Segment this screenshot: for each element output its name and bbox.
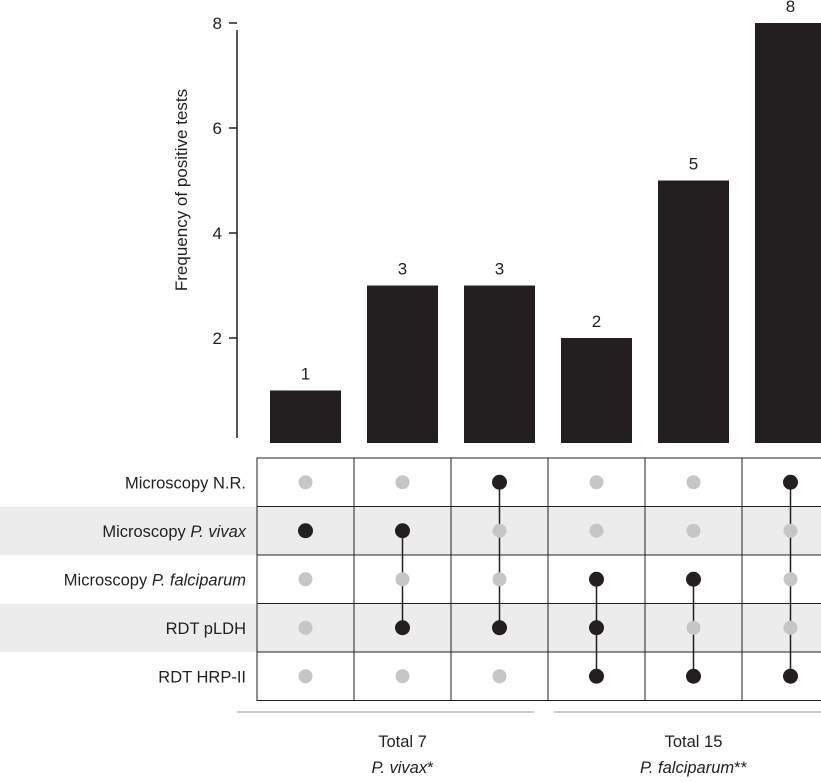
bar-value-label: 3: [398, 260, 407, 279]
membership-dot-inactive: [783, 620, 798, 635]
group-significance-mark: **: [734, 759, 747, 777]
set-label-part: RDT HRP-II: [158, 668, 246, 686]
bar: [464, 285, 535, 443]
bar-value-label: 8: [786, 0, 795, 16]
membership-dot-active: [589, 620, 604, 636]
membership-dot-active: [492, 474, 507, 490]
membership-dot-inactive: [492, 572, 507, 587]
bar-value-label: 2: [592, 312, 601, 331]
group-total-label: Total 15: [665, 733, 723, 751]
membership-dot-active: [589, 668, 604, 684]
y-axis-title: Frequency of positive tests: [172, 89, 191, 291]
group-species-name: P. vivax: [371, 759, 427, 777]
set-label-part: Microscopy N.R.: [125, 474, 246, 492]
row-stripe: [0, 506, 821, 555]
bar: [755, 23, 821, 443]
membership-dot-inactive: [589, 475, 604, 490]
set-label-part: Microscopy: [102, 523, 190, 541]
membership-dot-inactive: [298, 572, 313, 587]
bar-panel: 2 4 6 8 Frequency of positive tests 1 3 3 2 5 8: [172, 0, 821, 443]
membership-dot-inactive: [298, 669, 313, 684]
y-ticks: 2 4 6 8: [213, 14, 237, 348]
membership-dot-active: [298, 523, 313, 539]
bar: [658, 180, 729, 443]
membership-dot-inactive: [298, 620, 313, 635]
membership-dot-active: [395, 620, 410, 636]
set-label-part: P. vivax: [190, 523, 246, 541]
group-species-name: P. falciparum: [640, 759, 734, 777]
membership-dot-active: [783, 474, 798, 490]
membership-dot-active: [783, 668, 798, 684]
group-significance-mark: *: [427, 759, 434, 777]
group-total-label: Total 7: [378, 733, 427, 751]
membership-dot-inactive: [783, 572, 798, 587]
group-species-label: P. falciparum**: [640, 759, 748, 777]
set-label: RDT HRP-II: [158, 668, 246, 686]
bar: [367, 285, 438, 443]
membership-dot-active: [686, 668, 701, 684]
membership-dot-active: [686, 571, 701, 587]
membership-dot-inactive: [686, 620, 701, 635]
matrix-border: [256, 457, 821, 701]
y-tick-label: 6: [213, 119, 222, 138]
membership-dot-inactive: [492, 669, 507, 684]
set-label: Microscopy P. vivax: [102, 523, 246, 541]
membership-dot-active: [589, 571, 604, 587]
y-tick-label: 4: [213, 224, 222, 243]
row-stripe: [0, 603, 821, 652]
membership-dot-inactive: [492, 523, 507, 538]
membership-dot-inactive: [783, 523, 798, 538]
membership-dot-active: [395, 523, 410, 539]
bars: 1 3 3 2 5 8: [270, 0, 821, 443]
group-annotations: Total 7 P. vivax* Total 15 P. falciparum**: [237, 711, 821, 777]
set-label-part: P. falciparum: [152, 571, 246, 589]
y-tick-label: 8: [213, 14, 222, 33]
y-tick-label: 2: [213, 329, 222, 348]
matrix-grid: [256, 457, 821, 701]
bar-value-label: 5: [689, 155, 698, 174]
membership-dot-inactive: [395, 669, 410, 684]
membership-dot-inactive: [686, 475, 701, 490]
membership-dot-inactive: [395, 572, 410, 587]
set-label-part: Microscopy: [64, 571, 152, 589]
set-label-part: RDT pLDH: [166, 620, 246, 638]
bar: [270, 390, 341, 443]
set-label: RDT pLDH: [166, 620, 246, 638]
membership-dots: [298, 474, 798, 684]
membership-dot-active: [492, 620, 507, 636]
set-labels: Microscopy N.R.Microscopy P. vivaxMicros…: [64, 474, 247, 686]
membership-matrix: Microscopy N.R.Microscopy P. vivaxMicros…: [0, 457, 821, 701]
membership-dot-inactive: [589, 523, 604, 538]
membership-dot-inactive: [686, 523, 701, 538]
bar-value-label: 1: [301, 365, 310, 384]
membership-dot-inactive: [395, 475, 410, 490]
set-label: Microscopy P. falciparum: [64, 571, 246, 589]
row-stripes: [0, 506, 821, 652]
group-species-label: P. vivax*: [371, 759, 434, 777]
bar: [561, 338, 632, 443]
bar-value-label: 3: [495, 260, 504, 279]
set-label: Microscopy N.R.: [125, 474, 246, 492]
membership-dot-inactive: [298, 475, 313, 490]
